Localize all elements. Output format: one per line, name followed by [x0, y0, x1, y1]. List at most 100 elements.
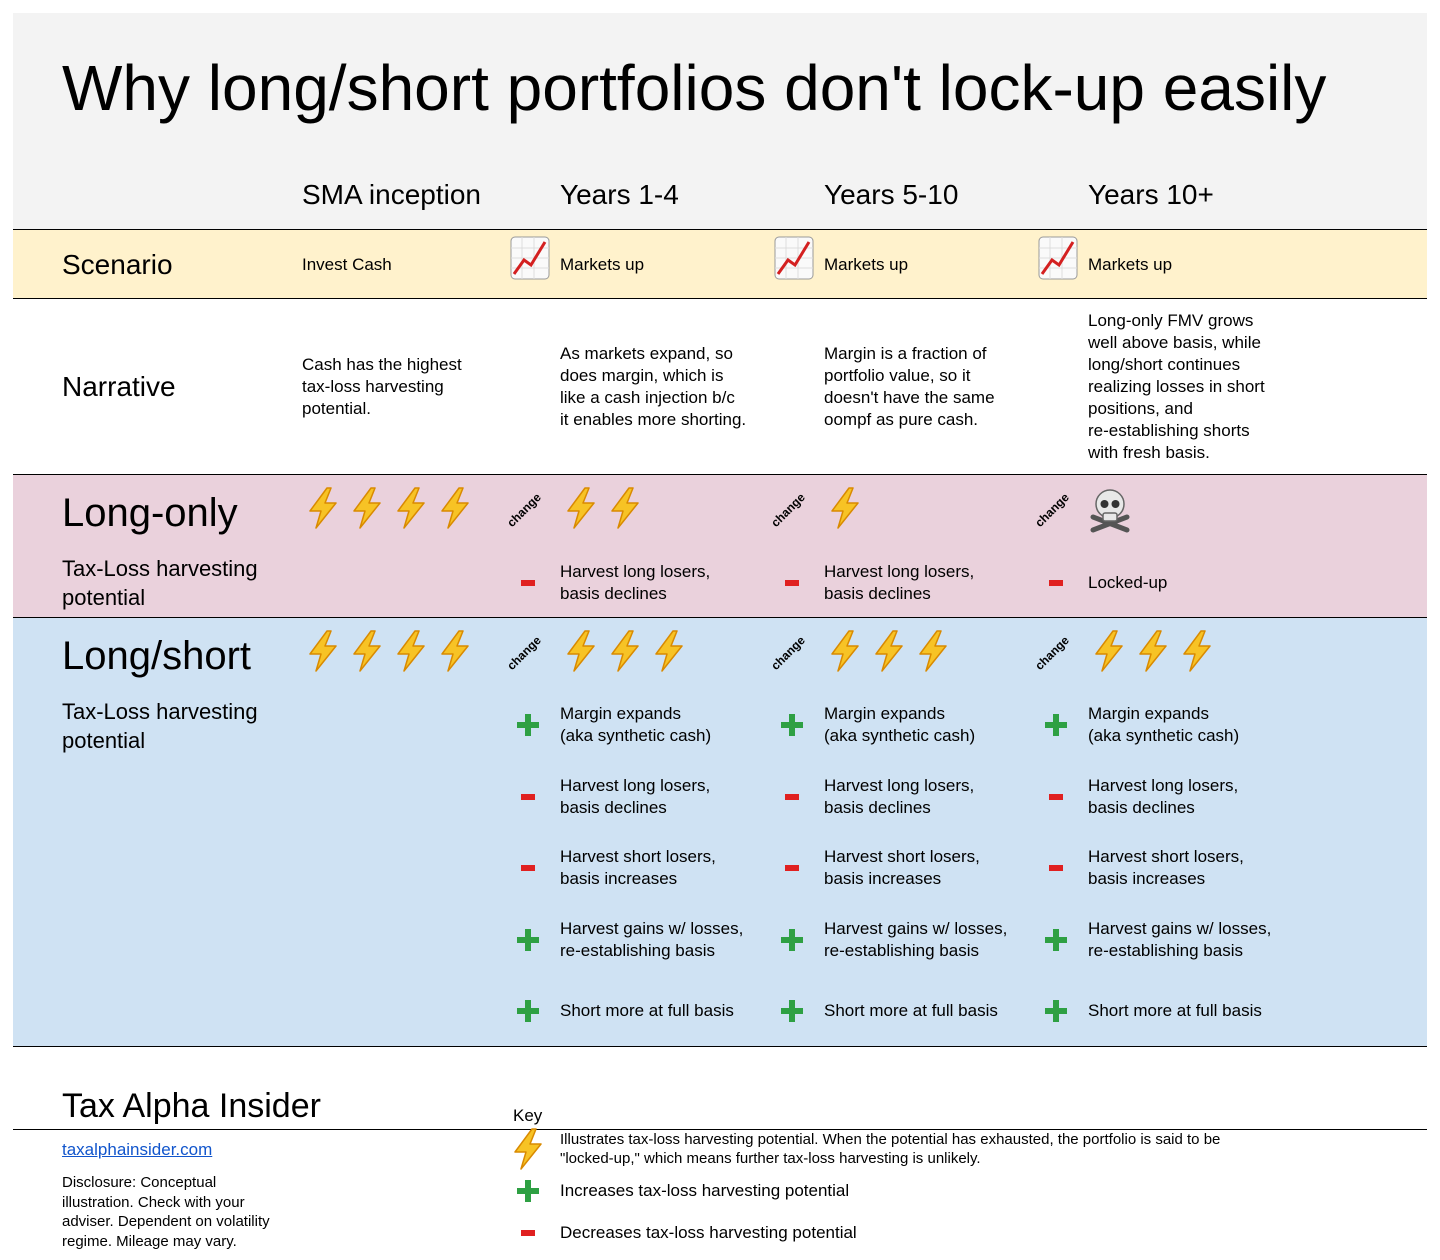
bolt-icon [608, 630, 642, 672]
row-sublabel: Tax-Loss harvesting potential [62, 556, 258, 610]
chart-icon [774, 236, 814, 280]
rule [13, 617, 1427, 618]
skull-icon [1090, 489, 1130, 533]
row-label: Long-only [62, 491, 238, 535]
column-header: Years 1-4 [560, 179, 679, 210]
item-text: Harvest short losers, basis increases [1088, 847, 1244, 888]
minus-icon [785, 865, 799, 871]
minus-icon [785, 794, 799, 800]
plus-icon [1044, 713, 1068, 737]
plus-icon [1045, 1000, 1067, 1022]
column-header: Years 10+ [1088, 179, 1214, 210]
bolt-icon [353, 487, 381, 529]
item-text: Harvest long losers, basis declines [560, 562, 711, 603]
minus-icon [1049, 865, 1063, 871]
plus-icon [781, 1000, 803, 1022]
plus-icon [780, 999, 804, 1023]
disclosure: Disclosure: Conceptual illustration. Che… [62, 1174, 270, 1250]
title: Why long/short portfolios don't lock-up … [62, 52, 1327, 124]
bolt-icon [438, 487, 472, 529]
row-label: Long/short [62, 634, 252, 678]
bolt-icon [350, 630, 384, 672]
bolt-icon [438, 630, 472, 672]
narrative-cell: Long-only FMV grows well above basis, wh… [1088, 311, 1265, 462]
bolt-icon [514, 1128, 542, 1170]
item-text: Harvest gains w/ losses, re-establishing… [1088, 919, 1272, 960]
minus-icon [785, 580, 799, 586]
chart-icon [1038, 236, 1078, 280]
minus-icon [785, 580, 799, 586]
bolt-icon [1136, 630, 1170, 672]
bolt-icon [567, 487, 595, 529]
item-text: Harvest short losers, basis increases [824, 847, 980, 888]
column-header: SMA inception [302, 179, 481, 210]
link[interactable]: taxalphainsider.com [62, 1140, 213, 1159]
minus-icon [521, 865, 535, 871]
minus-icon [785, 794, 799, 800]
bolt-icon [567, 630, 595, 672]
plus-icon [517, 714, 539, 736]
plus-icon [780, 713, 804, 737]
plus-icon [781, 714, 803, 736]
item-text: Margin expands (aka synthetic cash) [824, 704, 976, 745]
plus-icon [516, 928, 540, 952]
narrative-cell: As markets expand, so does margin, which… [560, 344, 747, 429]
minus-icon [1049, 794, 1063, 800]
brand: Tax Alpha Insider [62, 1087, 321, 1125]
bolt-icon [916, 630, 950, 672]
plus-icon [1045, 714, 1067, 736]
rule [13, 1046, 1427, 1047]
item-text: Margin expands (aka synthetic cash) [560, 704, 712, 745]
minus-icon [1049, 865, 1063, 871]
bolt-icon [441, 630, 469, 672]
chart-icon [510, 236, 550, 280]
item-text: Harvest short losers, basis increases [560, 847, 716, 888]
column-header: Years 5-10 [824, 179, 959, 210]
rule [13, 474, 1427, 475]
item-text: Harvest long losers, basis declines [824, 562, 975, 603]
item-text: Harvest gains w/ losses, re-establishing… [824, 919, 1008, 960]
bolt-icon [611, 487, 639, 529]
plus-icon [1045, 929, 1067, 951]
bolt-icon [655, 630, 683, 672]
row-sublabel: Tax-Loss harvesting potential [62, 699, 258, 753]
bolt-icon [306, 630, 340, 672]
scenario-cell: Invest Cash [302, 255, 392, 274]
minus-icon [521, 794, 535, 800]
plus-icon [781, 929, 803, 951]
bolt-icon [608, 487, 642, 529]
minus-icon [521, 794, 535, 800]
minus-icon [1049, 580, 1063, 586]
bolt-icon [828, 487, 862, 529]
plus-icon [1044, 928, 1068, 952]
plus-icon [1044, 999, 1068, 1023]
bolt-icon [511, 1128, 545, 1170]
row-band [13, 475, 1427, 617]
bolt-icon [441, 487, 469, 529]
bolt-icon [1092, 630, 1126, 672]
scenario-cell: Markets up [824, 255, 909, 274]
bolt-icon [1139, 630, 1167, 672]
key-text: Decreases tax-loss harvesting potential [560, 1223, 857, 1242]
narrative-cell: Margin is a fraction of portfolio value,… [824, 344, 995, 429]
bolt-icon [611, 630, 639, 672]
item-text: Harvest long losers, basis declines [824, 776, 975, 817]
item-text: Harvest gains w/ losses, re-establishing… [560, 919, 744, 960]
item-text: Short more at full basis [824, 1001, 998, 1020]
bolt-icon [872, 630, 906, 672]
item-text: Short more at full basis [1088, 1001, 1262, 1020]
minus-icon [521, 1230, 535, 1236]
chart-icon [1038, 236, 1078, 280]
rule [13, 229, 1427, 230]
bolt-icon [1183, 630, 1211, 672]
bolt-icon [875, 630, 903, 672]
bolt-icon [1095, 630, 1123, 672]
item-text: Harvest long losers, basis declines [560, 776, 711, 817]
plus-icon [516, 999, 540, 1023]
chart-icon [510, 236, 550, 280]
plus-icon [516, 713, 540, 737]
bolt-icon [397, 630, 425, 672]
key-text: Illustrates tax-loss harvesting potentia… [560, 1131, 1221, 1167]
bolt-icon [350, 487, 384, 529]
